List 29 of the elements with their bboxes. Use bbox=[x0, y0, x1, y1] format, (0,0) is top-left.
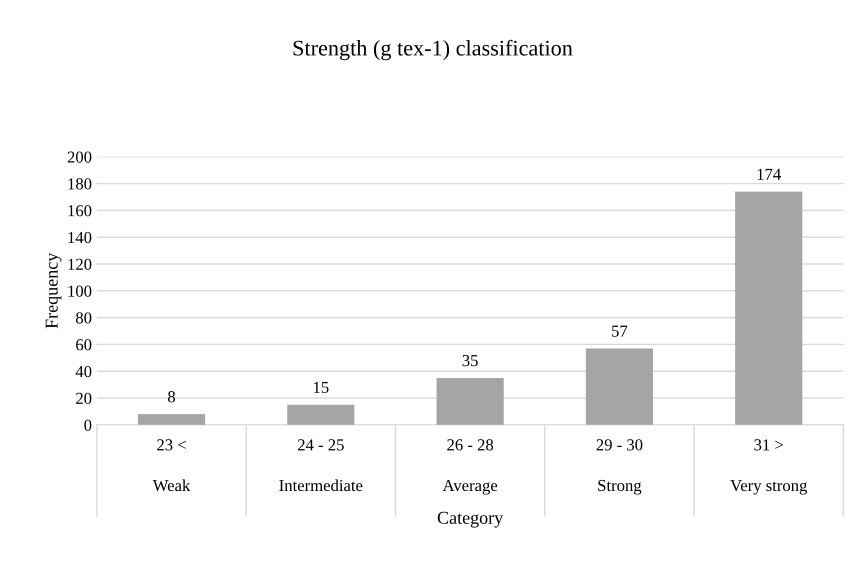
data-label: 8 bbox=[168, 391, 176, 402]
y-tick-label: 80 bbox=[76, 312, 92, 324]
y-tick-label: 0 bbox=[84, 420, 92, 431]
data-label: 174 bbox=[758, 168, 781, 180]
y-tick-label: 20 bbox=[76, 392, 92, 404]
data-label: 57 bbox=[612, 326, 628, 337]
y-tick-label: 120 bbox=[68, 258, 92, 270]
y-tick-label: 200 bbox=[68, 151, 92, 163]
data-label: 15 bbox=[314, 382, 329, 394]
category-label: 29 - 30 Strong bbox=[596, 439, 642, 495]
category-label: 31 > Very strong bbox=[730, 439, 808, 495]
data-label: 35 bbox=[462, 355, 478, 366]
bar bbox=[735, 192, 802, 425]
y-tick-label: 180 bbox=[68, 178, 92, 190]
y-tick-label: 140 bbox=[68, 232, 92, 244]
category-label: 26 - 28 Average bbox=[442, 439, 498, 495]
x-axis-title: Category bbox=[438, 512, 504, 528]
bar bbox=[287, 404, 354, 425]
y-tick-label: 160 bbox=[68, 205, 92, 216]
bar bbox=[138, 414, 206, 425]
y-tick-label: 100 bbox=[68, 286, 92, 297]
chart-title: Strength (g tex-1) classification bbox=[294, 40, 573, 60]
y-axis-title: Frequency bbox=[46, 252, 62, 328]
y-tick-label: 40 bbox=[76, 366, 92, 378]
bar bbox=[436, 378, 504, 425]
category-label: 24 - 25 Intermediate bbox=[279, 439, 362, 492]
category-label: 23 < Weak bbox=[152, 439, 190, 492]
bar bbox=[586, 348, 654, 425]
y-tick-label: 60 bbox=[76, 339, 92, 350]
